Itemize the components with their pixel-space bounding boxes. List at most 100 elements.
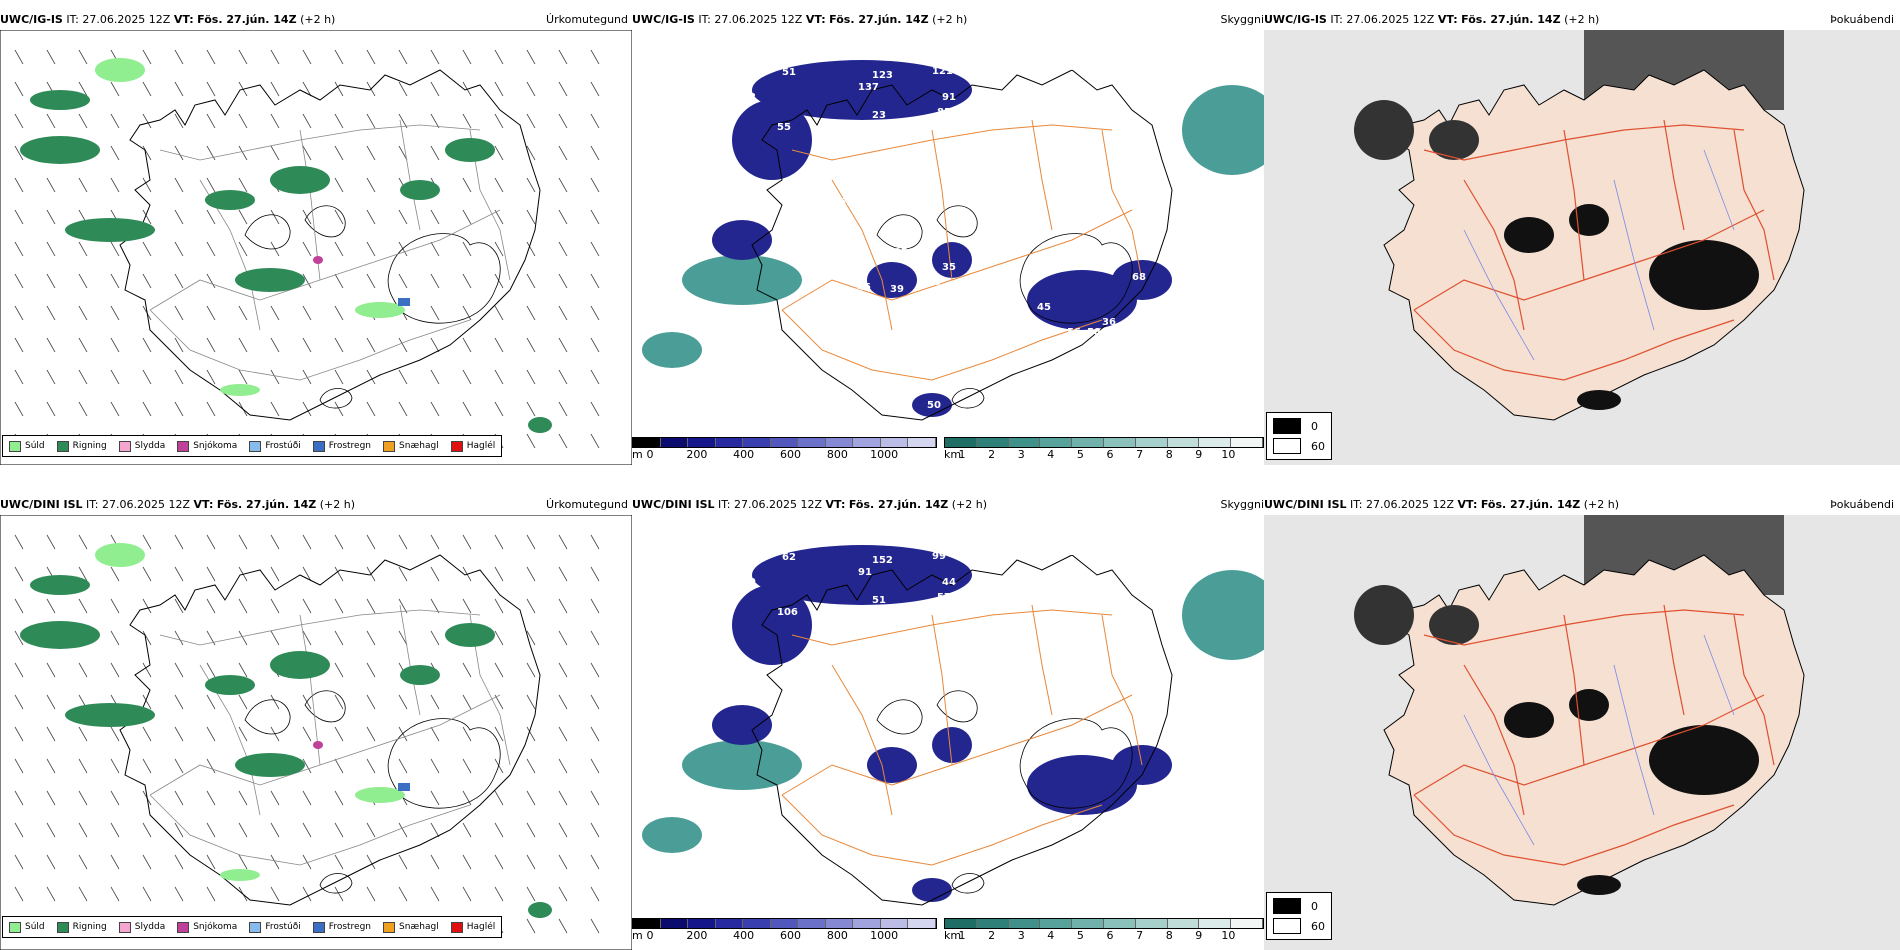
cloud-base-label: 56: [1067, 327, 1081, 338]
colorbar-unit: km: [944, 448, 962, 461]
legend-label: Snæhagl: [399, 441, 439, 451]
cloud-base-label: 30: [1087, 342, 1101, 353]
panel-type-label: Úrkomutegund: [546, 13, 628, 26]
legend-label: Haglél: [466, 441, 496, 451]
fog-legend-label: 60: [1311, 919, 1325, 933]
legend-item: Snjókoma: [177, 921, 237, 933]
cloud-base-label: 50: [927, 400, 941, 411]
visibility-colorbar: km 1 2 3 4 5 6 7 8 9 10: [944, 437, 1264, 462]
cloud-base-label: 100: [1062, 62, 1083, 73]
panel-header: UWC/DINI ISL IT: 27.06.2025 12Z VT: Fös.…: [632, 498, 988, 511]
colorbar-swatches: [944, 918, 1264, 929]
legend-label: Rigning: [72, 922, 107, 932]
ceiling-colorbar: m 0 200 400 600 800 1000: [632, 918, 937, 943]
cloud-base-label: 94: [1017, 97, 1031, 108]
legend-label: Frostúði: [265, 441, 301, 451]
colorbar-tick: 600: [780, 929, 801, 942]
legend-item: Snjókoma: [177, 440, 237, 452]
legend-swatch: [383, 440, 396, 452]
visibility-panel-bottom: UWC/DINI ISL IT: 27.06.2025 12Z VT: Fös.…: [632, 495, 1264, 950]
fog-legend-row: 60: [1273, 916, 1325, 936]
legend-swatch: [249, 921, 262, 933]
legend-item: Slydda: [118, 440, 166, 452]
colorbar-tick: 0: [646, 448, 654, 461]
cloud-base-label: 105: [877, 40, 898, 51]
visibility-colorbar: km 1 2 3 4 5 6 7 8 9 10: [944, 918, 1264, 943]
cloud-base-label: 85: [1022, 48, 1036, 59]
cloud-base-label: 100: [972, 552, 993, 563]
cloud-base-label: 161: [832, 197, 853, 208]
cloud-base-label: 63: [927, 277, 941, 288]
legend-label: Slydda: [134, 922, 166, 932]
colorbar-unit: m: [632, 448, 643, 461]
colorbar-tick: 10: [1221, 448, 1236, 461]
cloud-base-label: 23: [872, 110, 886, 121]
precip-map: [0, 30, 632, 465]
legend-swatch: [56, 440, 69, 452]
panel-type-label: Skyggni: [1220, 498, 1264, 511]
panel-type-label: Úrkomutegund: [546, 498, 628, 511]
cloud-base-label: 60: [722, 110, 736, 121]
cloud-base-label: 91: [942, 92, 956, 103]
cloud-base-label: 68: [1132, 272, 1146, 283]
cloud-base-label: 39: [890, 284, 904, 295]
cloud-base-label: 91: [858, 567, 872, 578]
cloud-base-label: 123: [872, 70, 893, 81]
panel-header: UWC/IG-IS IT: 27.06.2025 12Z VT: Fös. 27…: [632, 13, 968, 26]
colorbar-tick: 1000: [870, 929, 899, 942]
colorbar-tick: 6: [1106, 448, 1114, 461]
cloud-base-label: 59: [832, 537, 846, 548]
colorbar-tick: 5: [1076, 929, 1084, 942]
colorbar-tick: 1000: [870, 448, 899, 461]
colorbar-unit: km: [944, 929, 962, 942]
cloud-base-label: 89: [842, 247, 856, 258]
cloud-base-label: 36: [1102, 317, 1116, 328]
cloud-base-label: 185: [832, 212, 853, 223]
cloud-base-label: 65: [712, 97, 726, 108]
cloud-base-label: 45: [857, 282, 871, 293]
legend-swatch: [312, 440, 325, 452]
fog-legend-label: 0: [1311, 419, 1318, 433]
legend-swatch: [450, 440, 463, 452]
cloud-base-label: 57: [937, 592, 951, 603]
panel-type-label: Þokuábendi: [1830, 13, 1894, 26]
panel-header: UWC/DINI ISL IT: 27.06.2025 12Z VT: Fös.…: [1264, 498, 1620, 511]
colorbar-tick: 3: [1017, 929, 1025, 942]
legend-swatch: [56, 921, 69, 933]
cloud-base-label: 101: [1042, 44, 1063, 55]
legend-label: Frostregn: [328, 922, 372, 932]
cloud-base-label: 45: [1037, 302, 1051, 313]
fog-legend-swatch: [1273, 438, 1301, 454]
fog-panel-bottom: UWC/DINI ISL IT: 27.06.2025 12Z VT: Fös.…: [1264, 495, 1900, 950]
cloud-base-label: 106: [777, 607, 798, 618]
legend-swatch: [383, 921, 396, 933]
fog-legend-row: 0: [1273, 416, 1325, 436]
colorbar-tick: 10: [1221, 929, 1236, 942]
precip-map: [0, 515, 632, 950]
legend-label: Slydda: [134, 441, 166, 451]
colorbar-swatches: [632, 918, 937, 929]
cloud-base-label: 51: [894, 397, 908, 408]
cloud-base-label: 35: [942, 262, 956, 273]
fog-legend: 0 60: [1266, 892, 1332, 940]
legend-label: Snæhagl: [399, 922, 439, 932]
cloud-base-label: 57: [877, 525, 891, 536]
legend-swatch: [450, 921, 463, 933]
legend-label: Haglél: [466, 922, 496, 932]
cloud-base-label: 62: [782, 552, 796, 563]
precip-type-panel-bottom: UWC/DINI ISL IT: 27.06.2025 12Z VT: Fös.…: [0, 495, 632, 950]
colorbar-tick: 800: [826, 929, 848, 942]
visibility-panel-top: UWC/IG-IS IT: 27.06.2025 12Z VT: Fös. 27…: [632, 10, 1264, 465]
cloud-base-label: 96: [992, 97, 1006, 108]
cloud-base-label: 95: [1022, 533, 1036, 544]
cloud-base-label: 102: [1042, 529, 1063, 540]
colorbar-ticks: km 1 2 3 4 5 6 7 8 9 10: [944, 929, 1264, 943]
cloud-base-label: 119: [1062, 547, 1083, 558]
colorbar-tick: 1: [958, 929, 966, 942]
cloud-base-label: 70: [722, 595, 736, 606]
cloud-base-label: 94: [992, 559, 1006, 570]
legend-label: Súld: [25, 441, 45, 451]
colorbar-tick: 400: [733, 929, 755, 942]
